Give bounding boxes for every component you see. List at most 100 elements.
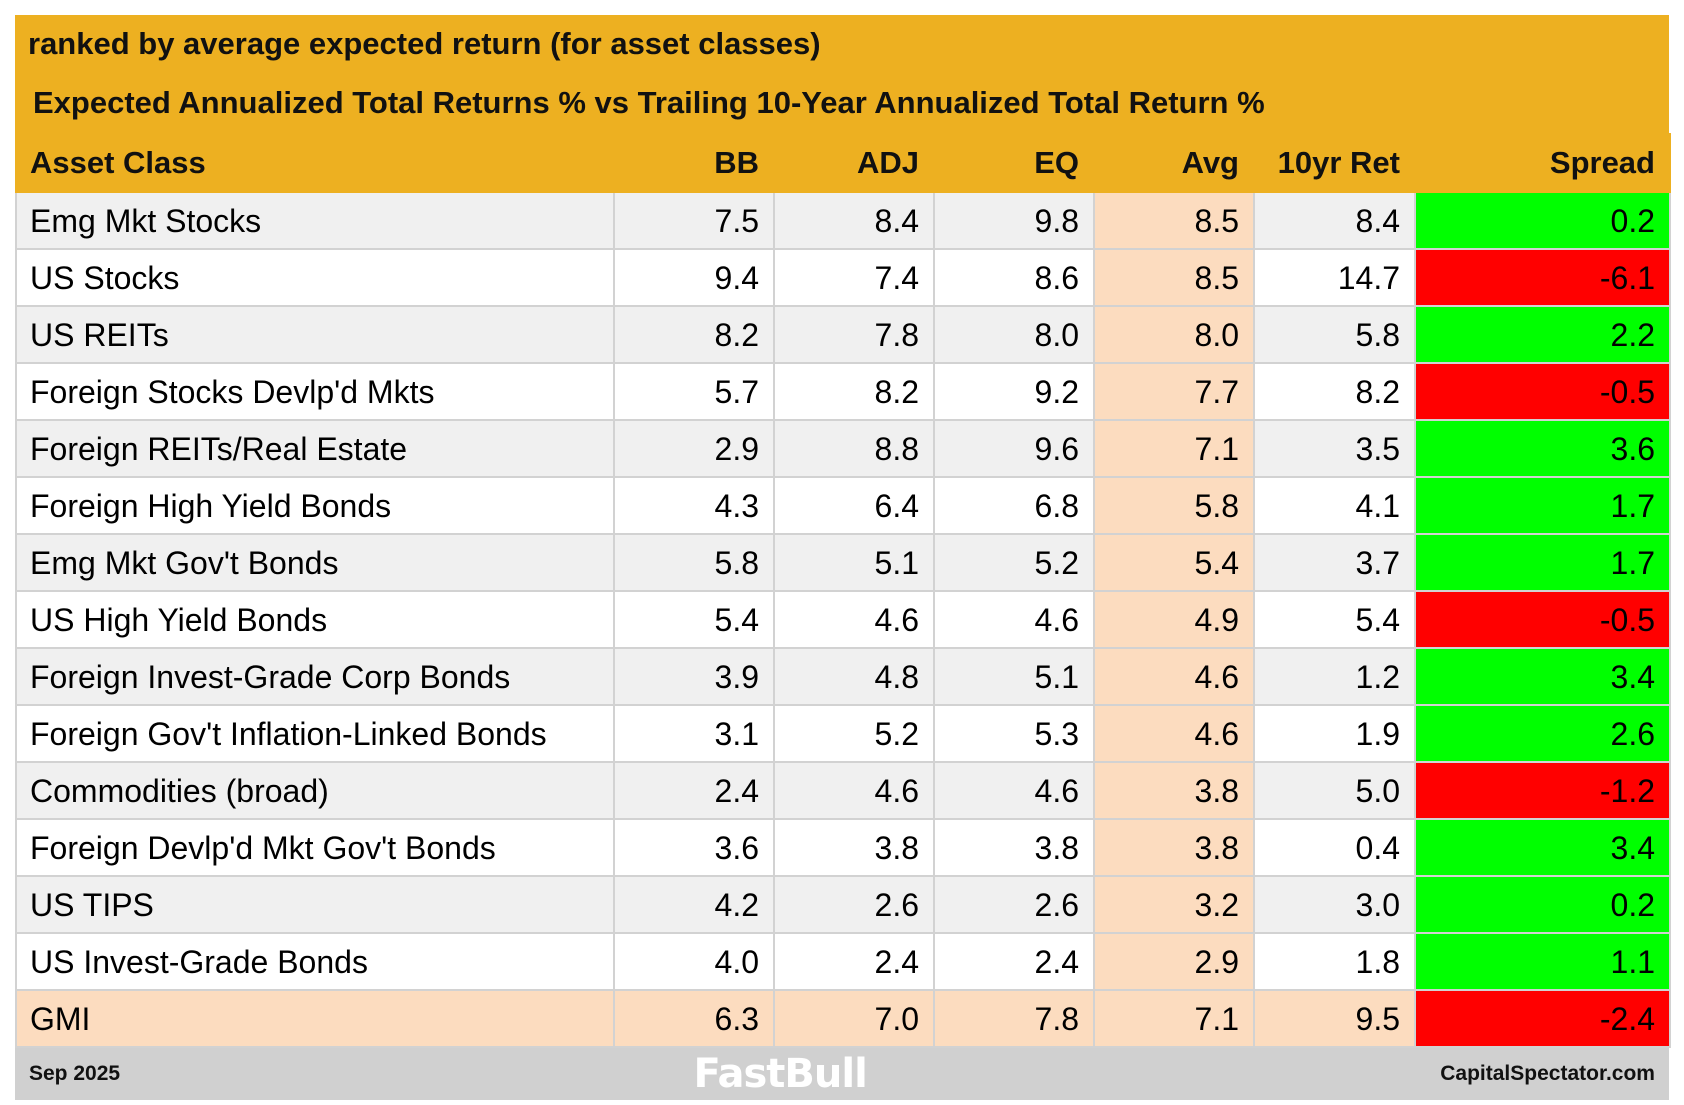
bb-value: 7.5 <box>613 191 775 250</box>
bb-value: 4.0 <box>613 932 775 991</box>
col-10yr-ret: 10yr Ret <box>1253 133 1416 193</box>
adj-value: 2.6 <box>773 875 935 934</box>
spread-value: 0.2 <box>1414 875 1671 934</box>
spread-value: -2.4 <box>1414 989 1671 1048</box>
col-asset-class: Asset Class <box>15 133 615 193</box>
asset-name: US REITs <box>15 305 615 364</box>
subtitle: ranked by average expected return (for a… <box>15 15 1669 73</box>
avg-value: 4.6 <box>1093 647 1255 706</box>
returns-table: Asset Class BB ADJ EQ Avg 10yr Ret Sprea… <box>15 133 1671 1048</box>
eq-value: 6.8 <box>933 476 1095 535</box>
ret10-value: 1.9 <box>1253 704 1416 763</box>
table-row: Foreign Gov't Inflation-Linked Bonds 3.1 5… <box>15 704 1671 763</box>
asset-name: Foreign Gov't Inflation-Linked Bonds <box>15 704 615 763</box>
avg-value: 7.1 <box>1093 989 1255 1048</box>
bb-value: 5.7 <box>613 362 775 421</box>
ret10-value: 0.4 <box>1253 818 1416 877</box>
asset-name: Foreign Stocks Devlp'd Mkts <box>15 362 615 421</box>
avg-value: 3.2 <box>1093 875 1255 934</box>
ret10-value: 3.5 <box>1253 419 1416 478</box>
col-avg: Avg <box>1093 133 1255 193</box>
spread-value: 0.2 <box>1414 191 1671 250</box>
eq-value: 5.3 <box>933 704 1095 763</box>
adj-value: 7.8 <box>773 305 935 364</box>
eq-value: 4.6 <box>933 761 1095 820</box>
eq-value: 5.2 <box>933 533 1095 592</box>
bb-value: 6.3 <box>613 989 775 1048</box>
table-row: Foreign High Yield Bonds 4.3 6.4 6.8 5.8 4.1 1… <box>15 476 1671 535</box>
bb-value: 5.8 <box>613 533 775 592</box>
eq-value: 9.8 <box>933 191 1095 250</box>
ret10-value: 3.0 <box>1253 875 1416 934</box>
eq-value: 3.8 <box>933 818 1095 877</box>
asset-name: US Stocks <box>15 248 615 307</box>
avg-value: 4.9 <box>1093 590 1255 649</box>
ret10-value: 9.5 <box>1253 989 1416 1048</box>
table-row: Emg Mkt Gov't Bonds 5.8 5.1 5.2 5.4 3.7 1.7 <box>15 533 1671 592</box>
bb-value: 2.9 <box>613 419 775 478</box>
table-row: US High Yield Bonds 5.4 4.6 4.6 4.9 5.4 -0.5 <box>15 590 1671 649</box>
table-row: GMI 6.3 7.0 7.8 7.1 9.5 -2.4 <box>15 989 1671 1048</box>
ret10-value: 1.2 <box>1253 647 1416 706</box>
ret10-value: 8.2 <box>1253 362 1416 421</box>
ret10-value: 8.4 <box>1253 191 1416 250</box>
eq-value: 2.4 <box>933 932 1095 991</box>
avg-value: 8.5 <box>1093 191 1255 250</box>
adj-value: 4.6 <box>773 590 935 649</box>
spread-value: 1.1 <box>1414 932 1671 991</box>
table-row: Emg Mkt Stocks 7.5 8.4 9.8 8.5 8.4 0.2 <box>15 191 1671 250</box>
table-row: Foreign REITs/Real Estate 2.9 8.8 9.6 7.1 3.5… <box>15 419 1671 478</box>
table-row: Commodities (broad) 2.4 4.6 4.6 3.8 5.0 -1.2 <box>15 761 1671 820</box>
spread-value: 2.2 <box>1414 305 1671 364</box>
eq-value: 4.6 <box>933 590 1095 649</box>
avg-value: 3.8 <box>1093 761 1255 820</box>
table-row: US TIPS 4.2 2.6 2.6 3.2 3.0 0.2 <box>15 875 1671 934</box>
asset-name: GMI <box>15 989 615 1048</box>
adj-value: 5.1 <box>773 533 935 592</box>
asset-name: Foreign Invest-Grade Corp Bonds <box>15 647 615 706</box>
avg-value: 8.5 <box>1093 248 1255 307</box>
col-spread: Spread <box>1414 133 1671 193</box>
avg-value: 2.9 <box>1093 932 1255 991</box>
adj-value: 5.2 <box>773 704 935 763</box>
table-row: Foreign Stocks Devlp'd Mkts 5.7 8.2 9.2 7.7 8… <box>15 362 1671 421</box>
eq-value: 8.6 <box>933 248 1095 307</box>
ret10-value: 4.1 <box>1253 476 1416 535</box>
table-row: US REITs 8.2 7.8 8.0 8.0 5.8 2.2 <box>15 305 1671 364</box>
eq-value: 8.0 <box>933 305 1095 364</box>
bb-value: 4.2 <box>613 875 775 934</box>
avg-value: 7.7 <box>1093 362 1255 421</box>
bb-value: 9.4 <box>613 248 775 307</box>
bb-value: 3.6 <box>613 818 775 877</box>
col-eq: EQ <box>933 133 1095 193</box>
avg-value: 7.1 <box>1093 419 1255 478</box>
table-title: Expected Annualized Total Returns % vs T… <box>15 73 1669 133</box>
bb-value: 5.4 <box>613 590 775 649</box>
avg-value: 5.8 <box>1093 476 1255 535</box>
avg-value: 8.0 <box>1093 305 1255 364</box>
avg-value: 3.8 <box>1093 818 1255 877</box>
footer-date: Sep 2025 <box>29 1062 121 1085</box>
col-adj: ADJ <box>773 133 935 193</box>
eq-value: 5.1 <box>933 647 1095 706</box>
spread-value: 2.6 <box>1414 704 1671 763</box>
bb-value: 3.9 <box>613 647 775 706</box>
adj-value: 3.8 <box>773 818 935 877</box>
eq-value: 7.8 <box>933 989 1095 1048</box>
asset-name: Foreign Devlp'd Mkt Gov't Bonds <box>15 818 615 877</box>
table-row: Foreign Devlp'd Mkt Gov't Bonds 3.6 3.8 3.8… <box>15 818 1671 877</box>
adj-value: 7.4 <box>773 248 935 307</box>
spread-value: -6.1 <box>1414 248 1671 307</box>
eq-value: 9.2 <box>933 362 1095 421</box>
watermark-logo: FastBull <box>693 1051 868 1097</box>
ret10-value: 5.4 <box>1253 590 1416 649</box>
header-row: Asset Class BB ADJ EQ Avg 10yr Ret Sprea… <box>15 133 1671 193</box>
avg-value: 4.6 <box>1093 704 1255 763</box>
returns-table-panel: ranked by average expected return (for a… <box>15 15 1671 1100</box>
asset-name: Commodities (broad) <box>15 761 615 820</box>
bb-value: 2.4 <box>613 761 775 820</box>
asset-name: US High Yield Bonds <box>15 590 615 649</box>
asset-name: Emg Mkt Gov't Bonds <box>15 533 615 592</box>
ret10-value: 3.7 <box>1253 533 1416 592</box>
asset-name: US TIPS <box>15 875 615 934</box>
